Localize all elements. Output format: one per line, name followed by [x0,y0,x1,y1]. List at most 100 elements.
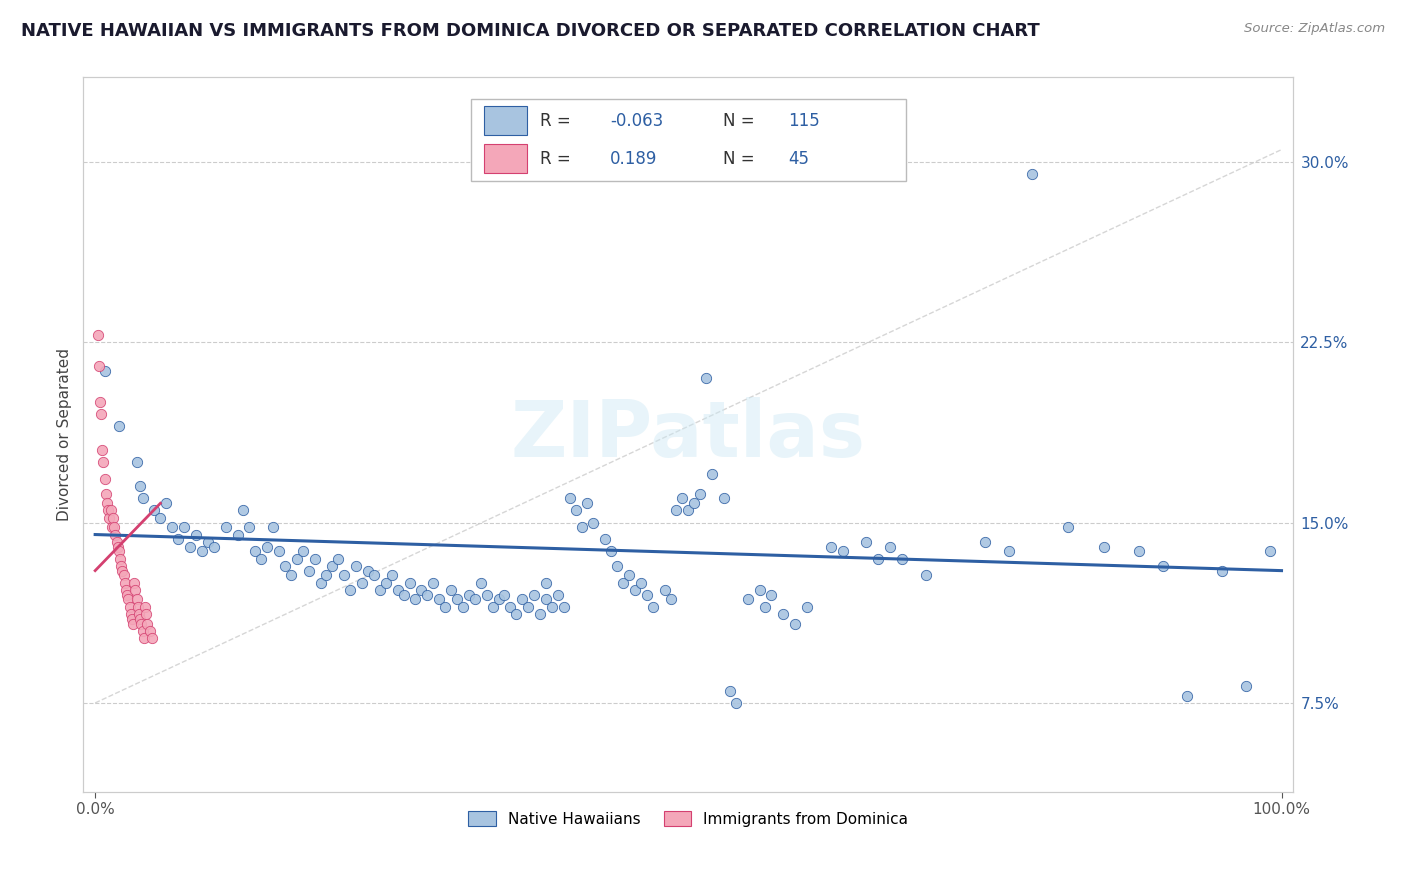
Point [132,631,155,645]
Point [582,516,605,530]
Point [100,503,122,517]
Point [226,527,249,541]
Point [440,582,463,597]
Point [772,607,794,621]
Point [202,540,225,554]
Point [363,568,385,582]
Point [576,496,599,510]
Point [131,624,153,638]
Point [416,588,439,602]
Point [422,575,444,590]
Point [748,582,770,597]
Point [499,599,522,614]
Point [101,510,124,524]
Point [411,582,433,597]
Point [191,544,214,558]
Text: NATIVE HAWAIIAN VS IMMIGRANTS FROM DOMINICA DIVORCED OR SEPARATED CORRELATION CH: NATIVE HAWAIIAN VS IMMIGRANTS FROM DOMIN… [21,22,1040,40]
Point [105,534,128,549]
Point [357,564,380,578]
Point [724,696,747,710]
Point [606,558,628,573]
Point [475,588,498,602]
Point [718,684,741,698]
Point [108,551,131,566]
Point [352,575,374,590]
Point [136,616,159,631]
Point [118,599,141,614]
Point [98,510,121,524]
Point [387,582,409,597]
Point [238,520,260,534]
Point [155,496,177,510]
Point [636,588,658,602]
Point [111,564,134,578]
Point [398,575,420,590]
Point [107,540,129,554]
Point [534,592,557,607]
Point [678,503,700,517]
Point [108,419,131,434]
Point [427,592,450,607]
Point [128,607,150,621]
Point [600,544,623,558]
Point [112,568,135,582]
Point [404,592,426,607]
Point [100,520,122,534]
Point [457,588,479,602]
Point [890,551,912,566]
Point [309,575,332,590]
Point [256,540,278,554]
Point [974,534,997,549]
Point [93,472,115,486]
Point [617,568,640,582]
Point [114,575,136,590]
Point [122,616,145,631]
Point [665,503,688,517]
Point [553,599,575,614]
Point [541,599,564,614]
Point [179,540,201,554]
Point [304,551,326,566]
Text: ZIPatlas: ZIPatlas [510,397,866,473]
Point [115,588,138,602]
Point [104,527,127,541]
Point [298,564,321,578]
Point [1258,544,1281,558]
Point [93,364,115,378]
Point [1211,564,1233,578]
Point [689,486,711,500]
Point [481,599,503,614]
Point [138,624,160,638]
Point [671,491,693,506]
Point [232,503,254,517]
Point [914,568,936,582]
Point [630,575,652,590]
Point [131,616,153,631]
Point [529,607,551,621]
Point [517,599,540,614]
Point [120,607,142,621]
Point [129,612,152,626]
Point [333,568,356,582]
Point [534,575,557,590]
Point [321,558,343,573]
Point [129,479,152,493]
Point [683,496,706,510]
Point [831,544,853,558]
Point [997,544,1019,558]
Point [464,592,486,607]
Point [167,533,190,547]
Point [713,491,735,506]
Point [1175,689,1198,703]
Point [754,599,776,614]
Point [86,327,108,342]
Point [374,575,396,590]
Point [761,588,783,602]
Point [91,443,114,458]
Point [115,582,138,597]
Point [96,496,118,510]
Point [162,520,184,534]
Point [868,551,890,566]
Point [285,551,308,566]
Point [274,558,297,573]
